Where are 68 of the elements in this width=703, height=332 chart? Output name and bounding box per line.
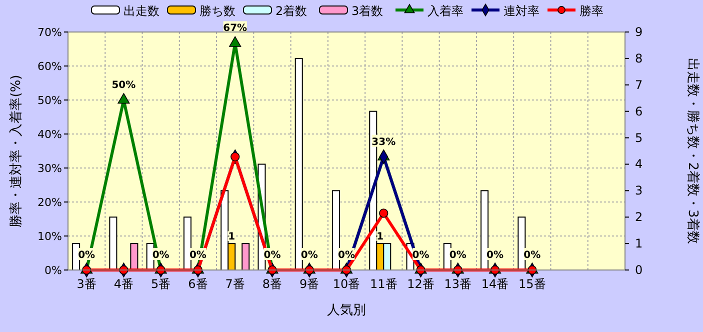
bar — [242, 243, 250, 270]
bar — [130, 243, 138, 270]
x-tick-label: 5番 — [151, 277, 171, 291]
data-label: 1 — [228, 232, 236, 243]
y2-tick-label: 2 — [635, 210, 643, 224]
bar — [480, 190, 489, 270]
y-tick-label: 60% — [38, 60, 62, 73]
legend-label: 出走数 — [124, 4, 160, 18]
x-tick-label: 14番 — [481, 277, 509, 291]
bar — [518, 216, 526, 270]
y2-tick-label: 6 — [635, 104, 643, 118]
bar — [183, 216, 192, 270]
point — [379, 208, 388, 218]
x-tick-label: 12番 — [407, 277, 434, 291]
data-label: 0% — [449, 250, 466, 261]
data-label: 67% — [223, 23, 248, 34]
legend-label: 2着数 — [276, 4, 308, 18]
data-label: 0% — [338, 250, 355, 261]
legend-label: 連対率 — [504, 4, 540, 18]
x-tick-label: 7番 — [225, 277, 245, 291]
y2-axis-title: 出走数・勝ち数・2着数・3着数 — [685, 58, 701, 244]
data-label: 0% — [189, 250, 206, 261]
x-tick-label: 6番 — [188, 277, 208, 291]
y-tick-label: 50% — [38, 94, 62, 107]
y2-tick-label: 5 — [635, 130, 643, 145]
y-tick-label: 70% — [38, 26, 62, 39]
point — [230, 152, 240, 162]
data-label: 1 — [376, 232, 384, 243]
y-tick-label: 10% — [38, 230, 62, 243]
y-tick-label: 30% — [38, 162, 62, 175]
data-label: 0% — [264, 250, 281, 261]
x-tick-label: 11番 — [370, 277, 398, 291]
y2-tick-label: 9 — [635, 25, 643, 39]
y2-tick-label: 1 — [635, 236, 643, 251]
y-tick-label: 40% — [38, 128, 62, 141]
bar — [109, 216, 118, 270]
data-label: 0% — [300, 250, 318, 261]
point — [118, 93, 130, 104]
point — [229, 36, 242, 47]
x-tick-label: 8番 — [262, 277, 282, 291]
x-axis-title: 人気別 — [327, 303, 366, 318]
y-tick-label: 20% — [38, 196, 62, 209]
legend-label: 勝ち数 — [200, 4, 236, 18]
data-label: 0% — [412, 250, 430, 261]
data-label: 33% — [372, 136, 396, 148]
x-tick-label: 4番 — [114, 277, 134, 291]
x-tick-label: 9番 — [300, 277, 320, 291]
y2-tick-label: 0 — [635, 263, 643, 277]
data-label: 50% — [112, 80, 136, 91]
legend-label: 勝率 — [580, 4, 604, 18]
y2-tick-label: 7 — [635, 78, 643, 92]
bar — [294, 58, 303, 270]
x-tick-label: 13番 — [444, 277, 472, 291]
y-axis-title: 勝率・連対率・入着率(%) — [8, 74, 24, 228]
y2-tick-label: 8 — [635, 51, 643, 66]
y2-tick-label: 3 — [635, 184, 643, 198]
y-tick-label: 0% — [44, 264, 62, 277]
y2-tick-label: 4 — [635, 157, 643, 172]
x-tick-label: 10番 — [332, 277, 360, 291]
x-tick-label: 3番 — [76, 277, 96, 291]
data-label: 0% — [524, 250, 541, 261]
x-tick-label: 15番 — [518, 277, 546, 291]
data-label: 0% — [486, 250, 504, 261]
data-label: 0% — [78, 250, 96, 261]
legend-label: 3着数 — [352, 4, 384, 18]
legend-label: 入着率 — [428, 4, 464, 18]
data-label: 0% — [152, 250, 170, 261]
bar — [332, 190, 340, 270]
